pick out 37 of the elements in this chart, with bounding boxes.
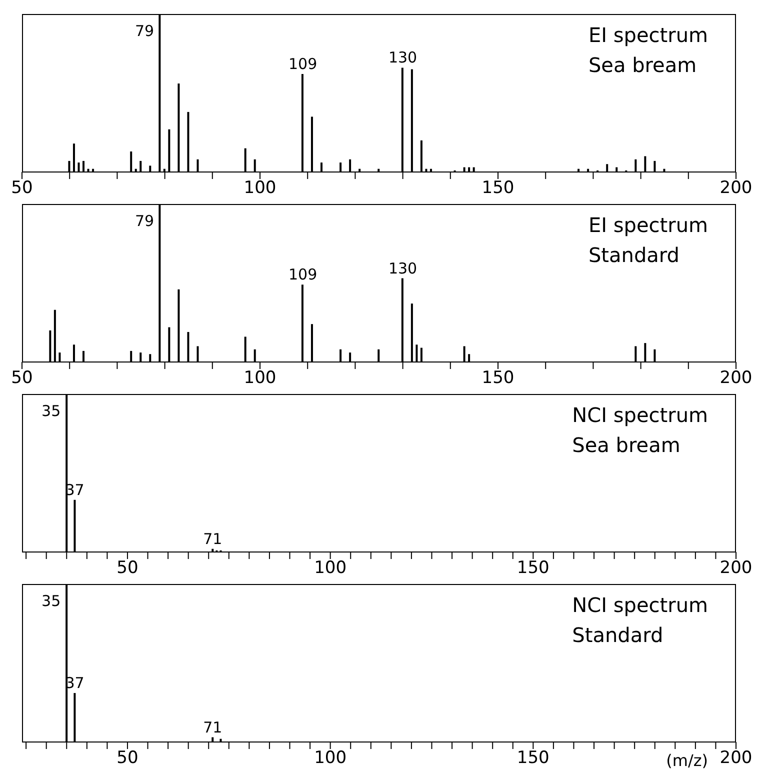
x-tick-label: 100	[314, 748, 347, 768]
x-tick-label: 100	[314, 558, 347, 578]
text: Sea bream	[588, 52, 698, 79]
x-axis-title: (m/z)	[666, 751, 708, 770]
annotation: 37	[65, 480, 84, 499]
text: NCI spectrum	[572, 402, 708, 429]
annotation: 71	[203, 530, 222, 548]
annotation: 71	[203, 718, 222, 736]
x-tick-label: 200	[720, 178, 752, 198]
annotation: 37	[65, 674, 84, 692]
annotation: 130	[388, 259, 418, 278]
x-tick-label: 200	[720, 368, 752, 388]
x-tick-label: 150	[516, 748, 550, 768]
x-tick-label: 150	[482, 368, 514, 388]
annotation: 109	[288, 55, 318, 74]
x-tick-label: 150	[516, 558, 550, 578]
x-tick-label: 50	[11, 368, 33, 388]
x-tick-label: 50	[116, 748, 138, 768]
text: Sea bream	[572, 432, 682, 459]
annotation: 79	[134, 212, 154, 230]
x-tick-label: 200	[720, 558, 752, 578]
x-tick-label: 200	[720, 748, 752, 768]
annotation: 79	[134, 22, 154, 40]
text: NCI spectrum	[572, 592, 708, 619]
text: Standard	[572, 622, 664, 649]
text: EI spectrum	[588, 212, 708, 239]
x-tick-label: 50	[116, 558, 138, 578]
text: Standard	[588, 242, 680, 269]
x-tick-label: 50	[11, 178, 33, 198]
x-tick-label: 100	[244, 368, 276, 388]
x-tick-label: 100	[244, 178, 276, 198]
annotation: 130	[388, 48, 418, 67]
annotation: 35	[42, 592, 61, 610]
x-tick-label: 150	[482, 178, 514, 198]
annotation: 109	[288, 266, 318, 284]
text: EI spectrum	[588, 22, 708, 49]
annotation: 35	[42, 402, 61, 420]
